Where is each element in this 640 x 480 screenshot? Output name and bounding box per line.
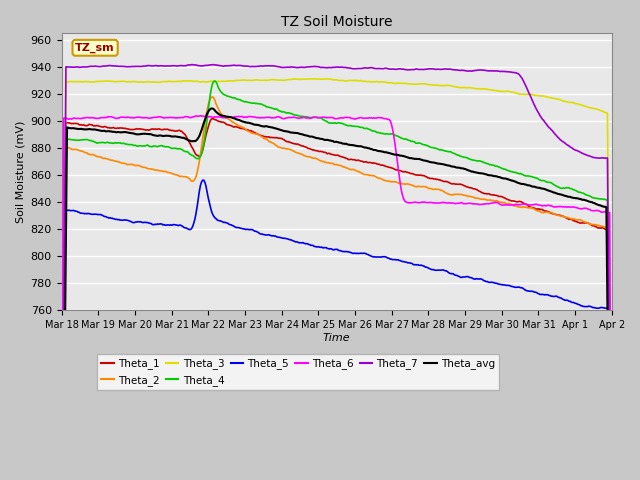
Theta_6 — [320, 114, 328, 120]
Theta_4 — [356, 124, 364, 130]
Y-axis label: Soil Moisture (mV): Soil Moisture (mV) — [15, 120, 25, 223]
Line: Theta_3: Theta_3 — [61, 79, 612, 480]
Theta_1 — [510, 198, 518, 204]
Theta_1 — [320, 149, 328, 155]
Theta_2 — [209, 94, 216, 100]
Line: Theta_5: Theta_5 — [61, 180, 612, 480]
Theta_7 — [596, 155, 604, 161]
Theta_avg — [510, 178, 518, 184]
Theta_3 — [510, 89, 518, 95]
Theta_5 — [200, 177, 207, 183]
Theta_avg — [320, 137, 328, 143]
Line: Theta_6: Theta_6 — [61, 116, 612, 480]
Theta_1 — [209, 116, 216, 121]
Theta_avg — [387, 150, 394, 156]
Theta_1 — [323, 151, 331, 156]
Theta_4 — [323, 119, 331, 125]
Title: TZ Soil Moisture: TZ Soil Moisture — [281, 15, 392, 29]
Theta_4 — [211, 78, 219, 84]
Theta_4 — [596, 196, 604, 202]
Theta_2 — [387, 179, 394, 184]
Theta_6 — [510, 202, 518, 208]
Theta_avg — [208, 106, 216, 111]
Theta_2 — [320, 158, 328, 164]
Theta_3 — [356, 78, 364, 84]
Theta_7 — [210, 62, 218, 68]
Theta_1 — [387, 165, 394, 170]
Theta_2 — [323, 160, 331, 166]
Theta_6 — [387, 118, 394, 124]
Theta_7 — [510, 70, 518, 75]
Theta_5 — [356, 251, 364, 256]
Theta_5 — [596, 305, 604, 311]
Line: Theta_4: Theta_4 — [61, 81, 612, 480]
Theta_4 — [387, 131, 394, 137]
Line: Theta_7: Theta_7 — [61, 65, 612, 480]
Theta_4 — [320, 117, 328, 123]
Theta_7 — [320, 65, 328, 71]
Theta_1 — [356, 158, 364, 164]
Theta_3 — [323, 76, 331, 82]
Theta_2 — [356, 169, 364, 175]
Theta_5 — [387, 256, 394, 262]
Line: Theta_2: Theta_2 — [61, 97, 612, 480]
Theta_5 — [510, 284, 518, 290]
Theta_6 — [596, 208, 604, 214]
Theta_5 — [323, 245, 331, 251]
Theta_5 — [320, 245, 328, 251]
Text: TZ_sm: TZ_sm — [76, 43, 115, 53]
Theta_6 — [356, 115, 364, 120]
Theta_7 — [323, 65, 331, 71]
Theta_6 — [323, 115, 331, 120]
Theta_4 — [510, 169, 518, 175]
Line: Theta_avg: Theta_avg — [61, 108, 612, 480]
Theta_3 — [320, 76, 328, 82]
Theta_1 — [596, 225, 604, 231]
Line: Theta_1: Theta_1 — [61, 119, 612, 480]
Theta_3 — [310, 76, 318, 82]
Theta_7 — [387, 66, 394, 72]
Theta_avg — [596, 203, 604, 208]
Legend: Theta_1, Theta_2, Theta_3, Theta_4, Theta_5, Theta_6, Theta_7, Theta_avg: Theta_1, Theta_2, Theta_3, Theta_4, Thet… — [97, 354, 499, 390]
Theta_3 — [596, 107, 604, 113]
Theta_avg — [356, 144, 364, 149]
Theta_2 — [510, 203, 518, 209]
Theta_3 — [387, 80, 394, 85]
Theta_avg — [323, 137, 331, 143]
Theta_7 — [356, 66, 364, 72]
Theta_6 — [196, 113, 204, 119]
Theta_2 — [596, 223, 604, 229]
X-axis label: Time: Time — [323, 333, 351, 343]
